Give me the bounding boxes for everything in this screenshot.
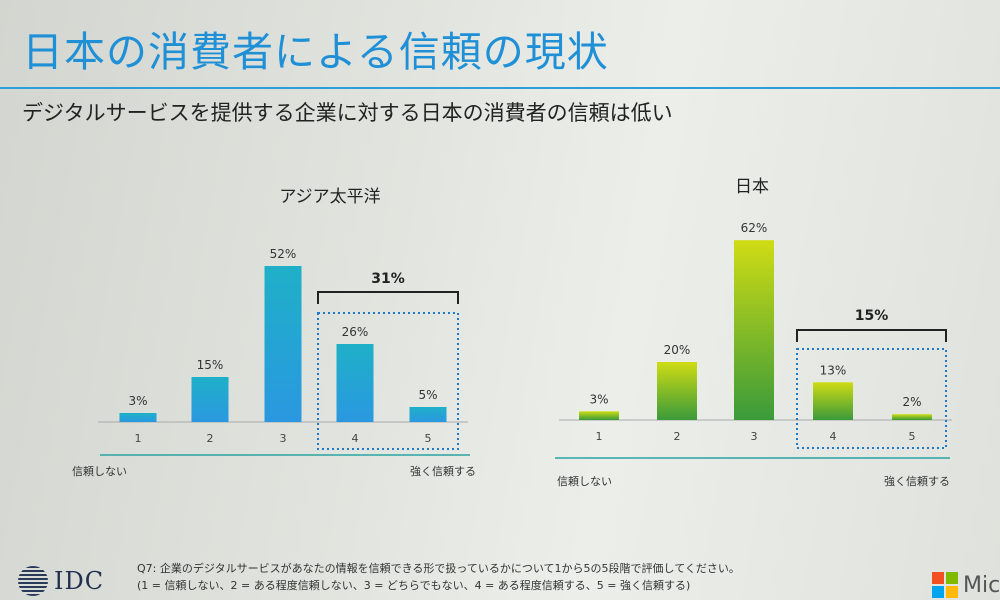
- microsoft-logo: Mic: [932, 572, 1000, 598]
- japan-highlight-total: 15%: [855, 308, 889, 324]
- idc-logo-text: IDC: [54, 567, 105, 595]
- apac-bar-2: [191, 377, 229, 422]
- microsoft-logo-text: Mic: [963, 572, 1000, 598]
- apac-value-label-3: 52%: [270, 247, 297, 261]
- apac-value-label-5: 5%: [418, 388, 437, 402]
- apac-tick-label-2: 2: [207, 432, 214, 445]
- japan-bar-2: [657, 362, 697, 420]
- japan-value-label-1: 3%: [589, 392, 608, 406]
- japan-scale-left-label: 信頼しない: [557, 475, 612, 488]
- japan-tick-label-1: 1: [596, 430, 603, 443]
- apac-bar-1: [119, 413, 157, 422]
- slide-subtitle: デジタルサービスを提供する企業に対する日本の消費者の信頼は低い: [22, 101, 673, 125]
- japan-tick-label-3: 3: [751, 430, 758, 443]
- apac-scale-left-label: 信頼しない: [72, 465, 127, 478]
- apac-scale-right-label: 強く信頼する: [410, 465, 476, 478]
- apac-bar-4: [336, 344, 374, 422]
- japan-value-label-2: 20%: [664, 343, 691, 357]
- japan-bar-3: [734, 240, 774, 420]
- apac-bar-3: [264, 266, 302, 422]
- apac-tick-label-1: 1: [135, 432, 142, 445]
- title-divider: [0, 87, 1000, 89]
- footnote-scale: (1 = 信頼しない、2 = ある程度信頼しない、3 = どちらでもない、4 =…: [137, 579, 691, 592]
- apac-tick-label-4: 4: [352, 432, 359, 445]
- apac-value-label-1: 3%: [128, 394, 147, 408]
- apac-tick-label-5: 5: [425, 432, 432, 445]
- apac-value-label-2: 15%: [197, 358, 224, 372]
- japan-chart-title: 日本: [735, 177, 769, 197]
- apac-value-label-4: 26%: [342, 325, 369, 339]
- slide-title: 日本の消費者による信頼の現状: [22, 28, 609, 76]
- idc-globe-icon: [18, 566, 48, 596]
- japan-bar-5: [892, 414, 932, 420]
- apac-tick-label-3: 3: [280, 432, 287, 445]
- japan-scale-right-label: 強く信頼する: [884, 475, 950, 488]
- japan-bar-1: [579, 411, 619, 420]
- apac-chart-title: アジア太平洋: [279, 187, 380, 207]
- japan-bar-4: [813, 382, 853, 420]
- japan-value-label-5: 2%: [902, 395, 921, 409]
- footnote-question: Q7: 企業のデジタルサービスがあなたの情報を信頼できる形で扱っているかについて…: [137, 562, 740, 575]
- idc-logo: IDC: [18, 566, 104, 596]
- apac-highlight-box: [317, 312, 459, 450]
- japan-highlight-box: [796, 348, 947, 449]
- japan-highlight-bracket: [796, 329, 947, 342]
- apac-highlight-bracket: [317, 291, 459, 304]
- japan-tick-label-4: 4: [830, 430, 837, 443]
- apac-bar-5: [409, 407, 447, 422]
- japan-tick-label-2: 2: [674, 430, 681, 443]
- apac-highlight-total: 31%: [371, 271, 405, 287]
- japan-tick-label-5: 5: [909, 430, 916, 443]
- japan-value-label-3: 62%: [741, 221, 768, 235]
- microsoft-windows-icon: [932, 572, 958, 598]
- japan-value-label-4: 13%: [820, 363, 847, 377]
